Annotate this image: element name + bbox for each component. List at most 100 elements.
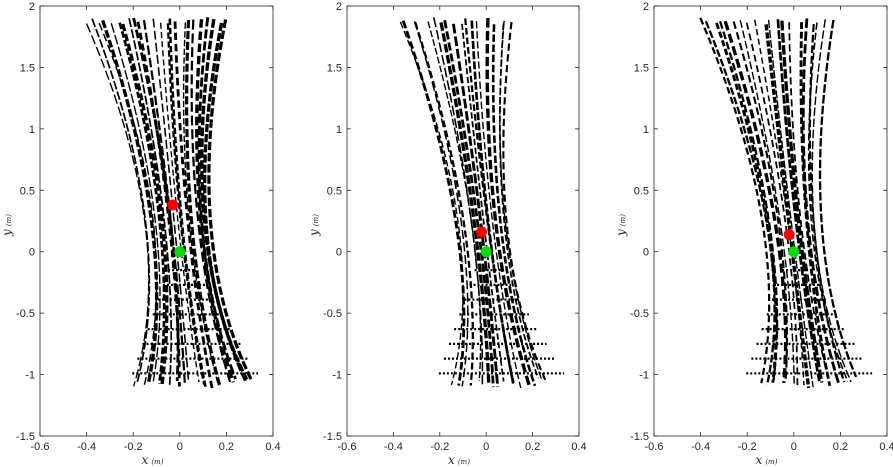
x-tick-label: -0.2 xyxy=(124,441,143,453)
trajectory-line xyxy=(780,20,824,383)
origin-marker xyxy=(788,246,800,258)
x-tick-label: 0.4 xyxy=(879,441,893,453)
trajectory-line xyxy=(715,22,778,383)
y-tick-label: -1 xyxy=(639,370,649,382)
x-tick-label: 0.2 xyxy=(219,441,234,453)
y-tick-label: -1 xyxy=(25,370,35,382)
x-tick-label: 0.4 xyxy=(571,441,586,453)
y-axis-label: y(m) xyxy=(0,214,14,237)
trajectory-line xyxy=(185,19,222,386)
x-axis-label: x (m) xyxy=(142,453,164,467)
trajectory-fan xyxy=(699,17,873,389)
x-tick-label: 0 xyxy=(791,441,797,453)
x-tick-label: -0.6 xyxy=(31,441,50,453)
trajectory-line xyxy=(470,20,515,385)
trajectory-line xyxy=(432,17,484,387)
trajectory-line xyxy=(753,19,805,386)
y-tick-label: 1.5 xyxy=(634,62,649,74)
origin-marker xyxy=(480,246,492,258)
trajectory-line xyxy=(121,23,169,386)
origin-marker xyxy=(174,246,186,258)
y-tick-label: -1.5 xyxy=(323,431,342,443)
trajectory-line xyxy=(704,20,776,385)
trajectory-line xyxy=(118,22,166,384)
x-tick-label: -0.6 xyxy=(338,441,357,453)
y-tick-label: -1.5 xyxy=(630,431,649,443)
y-tick-label: 0.5 xyxy=(20,185,35,197)
trajectory-line xyxy=(413,21,469,387)
trajectory-line xyxy=(128,18,173,385)
x-axis-label: x (m) xyxy=(756,453,778,467)
x-tick-label: 0.2 xyxy=(525,441,540,453)
trajectory-line xyxy=(91,18,151,384)
estimate-marker xyxy=(167,199,179,211)
y-tick-label: 0.5 xyxy=(327,185,342,197)
y-tick-label: 0.5 xyxy=(634,185,649,197)
x-tick-label: -0.4 xyxy=(384,441,403,453)
y-tick-label: -1 xyxy=(332,370,342,382)
trajectory-line xyxy=(159,22,200,383)
x-tick-label: -0.4 xyxy=(77,441,96,453)
trajectory-line xyxy=(499,20,543,380)
trajectory-line xyxy=(491,24,537,387)
x-tick-label: -0.6 xyxy=(645,441,664,453)
trajectory-line xyxy=(776,19,821,382)
x-tick-label: 0.4 xyxy=(265,441,280,453)
chart-panel-3: -0.6 -0.4 -0.2 0 0.2 0.4 -1.5 -1 -0.5 0 0.5 1 1.5 2 x(… xyxy=(614,1,893,467)
trajectory-line xyxy=(207,19,254,383)
trajectory-line xyxy=(699,17,771,384)
trajectory-line xyxy=(401,20,466,386)
trajectory-line xyxy=(475,21,522,389)
x-tick-label: 0 xyxy=(483,441,489,453)
x-tick-label: -0.2 xyxy=(430,441,449,453)
x-tick-label: 0.2 xyxy=(833,441,848,453)
y-tick-label: 1.5 xyxy=(20,62,35,74)
y-axis-label: y(m) xyxy=(307,214,321,237)
y-tick-label: -0.5 xyxy=(16,308,35,320)
trajectory-line xyxy=(502,21,548,383)
trajectory-line xyxy=(739,20,795,384)
trajectory-fan xyxy=(85,17,259,389)
y-tick-label: 1 xyxy=(336,124,342,136)
trajectory-fan xyxy=(399,17,565,389)
trajectory-line xyxy=(764,24,811,389)
chart-panel-2: -0.6 -0.4 -0.2 0 0.2 0.4 -1.5 -1 -0.5 0 0.5 1 1.5 2 x(… xyxy=(307,1,587,467)
x-tick-label: -0.2 xyxy=(738,441,757,453)
trajectory-line xyxy=(788,22,831,383)
y-tick-label: -0.5 xyxy=(323,308,342,320)
trajectory-line xyxy=(801,18,841,385)
x-tick-label: 0 xyxy=(177,441,183,453)
trajectory-line xyxy=(173,21,214,389)
trajectory-line xyxy=(110,23,161,383)
y-tick-label: -0.5 xyxy=(630,308,649,320)
x-tick-label: -0.4 xyxy=(691,441,710,453)
trajectory-line xyxy=(414,22,474,386)
y-tick-label: 0 xyxy=(336,247,342,259)
y-tick-label: 1.5 xyxy=(327,62,342,74)
trajectory-line xyxy=(818,19,858,378)
y-tick-label: -1.5 xyxy=(16,431,35,443)
trajectory-line xyxy=(203,22,249,381)
y-tick-label: 2 xyxy=(336,1,342,13)
y-tick-label: 2 xyxy=(29,1,35,13)
trajectory-line xyxy=(168,18,207,388)
x-axis-label: x (m) xyxy=(448,453,470,467)
trajectory-line xyxy=(136,21,181,387)
y-axis-label: y(m) xyxy=(614,214,628,237)
chart-panel-1: -0.6 -0.4 -0.2 0 0.2 0.4 -1.5 -1 -0.5 0 0.5 1 1.5 2 x(… xyxy=(0,1,281,467)
y-tick-label: 1 xyxy=(643,124,649,136)
trajectory-line xyxy=(142,19,186,385)
y-tick-label: 0 xyxy=(29,247,35,259)
y-tick-label: 2 xyxy=(643,1,649,13)
plot-frame xyxy=(39,5,274,437)
trajectory-line xyxy=(745,22,799,389)
estimate-marker xyxy=(476,226,488,238)
y-tick-label: 0 xyxy=(643,247,649,259)
trajectory-line xyxy=(197,17,237,380)
trajectory-line xyxy=(443,19,495,388)
trajectory-line xyxy=(101,19,159,384)
estimate-marker xyxy=(783,229,795,241)
trajectory-line xyxy=(190,19,232,385)
trajectory-line xyxy=(767,19,814,388)
